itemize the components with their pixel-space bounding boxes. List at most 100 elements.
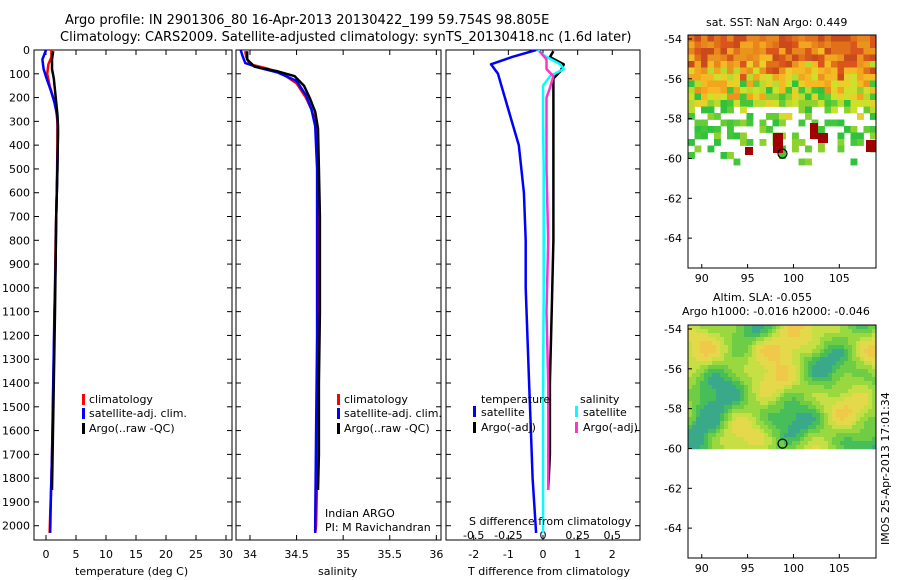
sla-cell [824, 357, 829, 362]
sla-cell [800, 433, 805, 438]
sla-cell [756, 441, 761, 446]
sla-cell [692, 433, 697, 438]
sst-cell [857, 74, 864, 81]
sla-cell [716, 393, 721, 398]
sla-cell [776, 361, 781, 366]
sla-cell [836, 385, 841, 390]
sst-cell [844, 126, 851, 133]
sla-cell [716, 385, 721, 390]
sst-cell [863, 67, 871, 75]
sst-cell [707, 67, 715, 75]
sla-cell [784, 377, 789, 382]
sla-cell [744, 405, 749, 410]
sst-cell [798, 67, 806, 75]
sla-cell [840, 365, 845, 370]
sla-cell [796, 345, 801, 350]
sla-cell [856, 437, 861, 442]
sst-cell [850, 41, 858, 49]
sla-cell [816, 353, 821, 358]
sst-cell [714, 126, 721, 133]
sla-cell [796, 441, 801, 446]
y-tick-label-2: 200 [9, 92, 30, 105]
sla-cell [868, 441, 873, 446]
sla-cell [712, 377, 717, 382]
sla-cell [708, 353, 713, 358]
sla-cell [784, 425, 789, 430]
legend-swatch-argo [82, 423, 85, 434]
sla-cell [804, 381, 809, 386]
sst-cell [824, 74, 832, 81]
sla-cell [720, 413, 725, 418]
sla-cell [728, 429, 733, 434]
sla-cell [868, 349, 873, 354]
sst-cell [714, 48, 721, 55]
sst-cell [701, 61, 708, 68]
sla-cell [732, 337, 737, 342]
sla-cell [772, 401, 777, 406]
sla-cell [768, 329, 773, 334]
sst-cell [740, 61, 747, 68]
sst-cell [746, 80, 754, 88]
sla-cell [700, 397, 705, 402]
sla-cell [692, 385, 697, 390]
sla-cell [752, 425, 757, 430]
sla-cell [796, 389, 801, 394]
sla-cell [768, 357, 773, 362]
sla-cell [840, 437, 845, 442]
sla-cell [748, 389, 753, 394]
sst-cell [733, 100, 741, 107]
sla-cell [872, 357, 876, 362]
sla-cell [796, 341, 801, 346]
sst-cell [798, 87, 806, 94]
sla-cell [748, 349, 753, 354]
sla-cell [788, 381, 793, 386]
sst-cell [844, 93, 851, 101]
sla-cell [808, 437, 813, 442]
sst-cell [766, 67, 773, 75]
sla-cell [816, 365, 821, 370]
sla-cell [864, 329, 869, 334]
sst-cell [785, 93, 793, 101]
sst-cell [720, 54, 728, 62]
sla-cell [844, 433, 849, 438]
sla-cell [840, 389, 845, 394]
sla-cell [788, 393, 793, 398]
sla-cell [844, 333, 849, 338]
sla-cell [792, 325, 797, 330]
sst-cell [746, 41, 754, 49]
sst-cell [792, 100, 799, 107]
sla-cell [772, 353, 777, 358]
sla-cell [692, 409, 697, 414]
sst-cell [759, 74, 767, 81]
sla-cell [808, 373, 813, 378]
sst-cell [733, 132, 741, 140]
sla-cell [792, 333, 797, 338]
sla-cell [836, 333, 841, 338]
sla-cell [824, 349, 829, 354]
sla-cell [872, 425, 876, 430]
sla-cell [748, 369, 753, 374]
sla-cell [824, 345, 829, 350]
sla-cell [852, 369, 857, 374]
sla-cell [812, 361, 817, 366]
sla-cell [860, 437, 865, 442]
sla-cell [796, 381, 801, 386]
sla-cell [852, 429, 857, 434]
sla-cell [772, 425, 777, 430]
sla-cell [708, 409, 713, 414]
sla-cell [700, 337, 705, 342]
sla-cell [736, 445, 741, 450]
sla-cell [696, 345, 701, 350]
sla-cell [856, 405, 861, 410]
sla-cell [772, 365, 777, 370]
sla-cell [696, 341, 701, 346]
lon-tick-label-0: 90 [695, 562, 709, 575]
series-line-argo-raw-qc- [245, 51, 322, 491]
sla-cell [836, 441, 841, 446]
sla-cell [860, 409, 865, 414]
sla-cell [692, 425, 697, 430]
sla-cell [764, 337, 769, 342]
sst-cell [857, 67, 864, 75]
sla-cell [792, 433, 797, 438]
sla-cell [752, 329, 757, 334]
